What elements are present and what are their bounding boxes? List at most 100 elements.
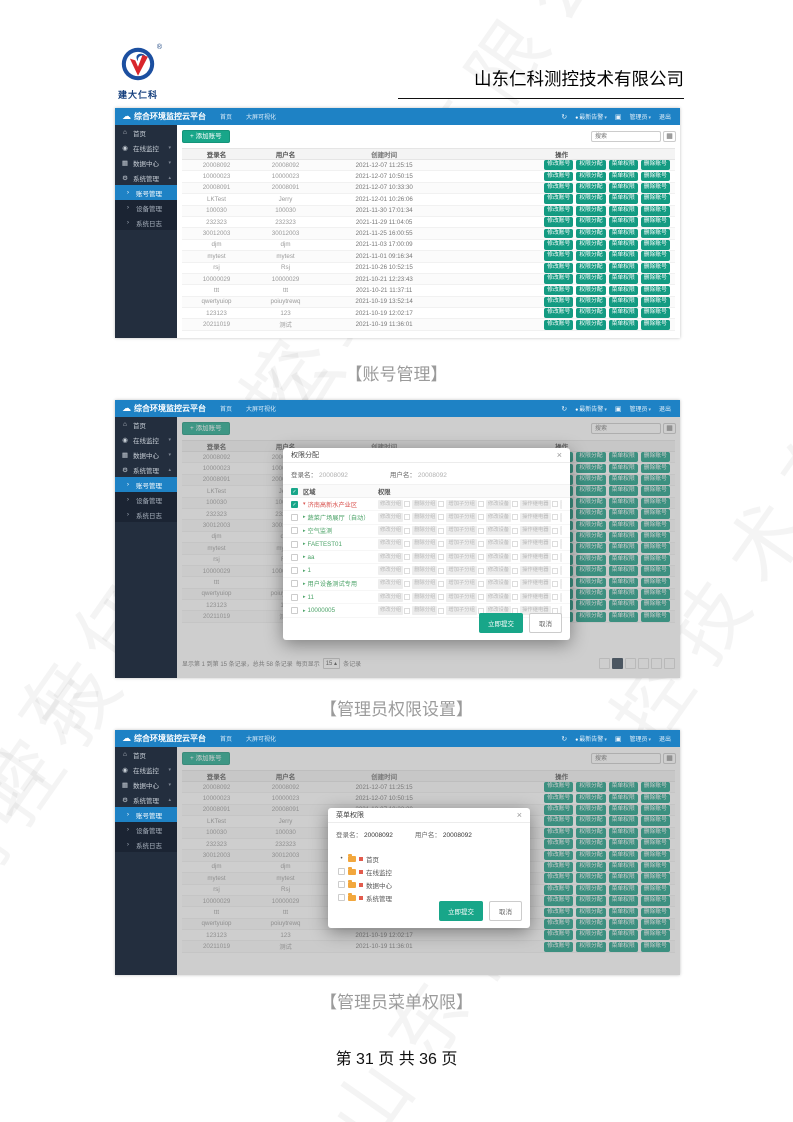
edit-account-button[interactable]: 修改账号 [544, 839, 574, 850]
delete-account-button[interactable]: 删除账号 [640, 588, 670, 599]
edit-account-button[interactable]: 修改账号 [544, 884, 574, 895]
assign-permission-button[interactable]: 权限分配 [576, 611, 606, 622]
perm-checkbox[interactable] [438, 527, 445, 534]
table-row[interactable]: 20211019 测试 2021-10-19 11:36:01 修改账号 权限分… [182, 319, 675, 331]
tree-expand-icon[interactable]: ▸ [303, 554, 306, 561]
menu-permission-button[interactable]: 菜单权限 [608, 509, 638, 520]
delete-account-button[interactable]: 删除账号 [640, 805, 670, 815]
menu-permission-button[interactable]: 菜单权限 [608, 228, 638, 239]
node-checkbox[interactable] [291, 527, 298, 535]
node-checkbox[interactable] [291, 567, 298, 575]
edit-account-button[interactable]: 修改账号 [544, 217, 574, 228]
menu-item-row[interactable]: 在线监控 [338, 865, 530, 878]
delete-account-button[interactable]: 删除账号 [640, 308, 670, 319]
delete-account-button[interactable]: 删除账号 [640, 228, 670, 239]
submit-button[interactable]: 立即提交 [439, 901, 483, 921]
menu-permission-button[interactable]: 菜单权限 [608, 296, 638, 307]
sidebar-item-home[interactable]: ⌂ 首页 [115, 747, 177, 762]
menu-checkbox[interactable] [338, 868, 345, 875]
perm-checkbox[interactable] [438, 594, 445, 601]
menu-permission-button[interactable]: 菜单权限 [608, 862, 638, 872]
perm-checkbox[interactable] [438, 541, 445, 548]
edit-account-button[interactable]: 修改账号 [544, 274, 574, 284]
table-row[interactable]: 10000023 10000023 2021-12-07 10:50:15 修改… [182, 171, 675, 183]
assign-permission-button[interactable]: 权限分配 [576, 930, 606, 941]
edit-account-button[interactable]: 修改账号 [544, 805, 574, 815]
perm-checkbox[interactable] [512, 527, 519, 534]
assign-permission-button[interactable]: 权限分配 [576, 907, 606, 918]
sidebar-item-monitor[interactable]: ◉ 在线监控 ▾ [122, 144, 171, 153]
perm-checkbox[interactable] [477, 580, 484, 587]
sidebar-item-device[interactable]: › 设备管理 [115, 822, 177, 837]
table-row[interactable]: mytest mytest 2021-11-01 09:16:34 修改账号 权… [182, 251, 675, 263]
edit-account-button[interactable]: 修改账号 [544, 782, 574, 793]
assign-permission-button[interactable]: 权限分配 [576, 205, 606, 216]
sidebar-item-logs[interactable]: › 系统日志 [115, 215, 177, 230]
delete-account-button[interactable]: 删除账号 [640, 839, 670, 850]
sidebar-item-logs[interactable]: › 系统日志 [115, 837, 177, 852]
perm-checkbox[interactable] [404, 580, 411, 587]
perm-checkbox[interactable] [404, 567, 411, 574]
menu-permission-button[interactable]: 菜单权限 [608, 850, 638, 861]
perm-checkbox[interactable] [551, 541, 558, 548]
delete-account-button[interactable]: 删除账号 [640, 873, 670, 884]
assign-permission-button[interactable]: 权限分配 [576, 183, 606, 193]
table-row[interactable]: 20211019 测试 2021-10-19 11:36:01 修改账号 权限分… [182, 941, 675, 953]
assign-permission-button[interactable]: 权限分配 [576, 171, 606, 182]
sidebar-item-account[interactable]: › 账号管理 [115, 477, 177, 492]
table-row[interactable]: 20008092 20008092 2021-12-07 11:25:15 修改… [182, 160, 675, 172]
page-button[interactable] [625, 658, 636, 669]
delete-account-button[interactable]: 删除账号 [640, 577, 670, 588]
delete-account-button[interactable]: 删除账号 [640, 497, 670, 508]
menu-permission-button[interactable]: 菜单权限 [608, 839, 638, 850]
nav-home-link[interactable]: 首页 [220, 407, 233, 413]
perm-checkbox[interactable] [404, 527, 411, 534]
admin-dropdown[interactable]: 管理员▾ [629, 115, 651, 121]
menu-permission-button[interactable]: 菜单权限 [608, 497, 638, 508]
sidebar-item-system[interactable]: ⚙ 系统管理 ▴ [122, 796, 171, 805]
perm-checkbox[interactable] [477, 594, 484, 601]
table-row[interactable]: ttt ttt 2021-10-21 11:37:11 修改账号 权限分配 菜单… [182, 285, 675, 297]
perm-checkbox[interactable] [404, 607, 411, 614]
edit-account-button[interactable]: 修改账号 [544, 262, 574, 273]
menu-permission-button[interactable]: 菜单权限 [608, 793, 638, 804]
menu-permission-button[interactable]: 菜单权限 [608, 930, 638, 941]
delete-account-button[interactable]: 删除账号 [640, 217, 670, 228]
sidebar-item-datacenter[interactable]: ▦ 数据中心 ▾ [121, 451, 171, 460]
assign-permission-button[interactable]: 权限分配 [576, 532, 606, 542]
assign-permission-button[interactable]: 权限分配 [576, 194, 606, 205]
edit-account-button[interactable]: 修改账号 [544, 194, 574, 205]
menu-permission-button[interactable]: 菜单权限 [608, 475, 638, 485]
page-button[interactable] [638, 658, 649, 669]
admin-dropdown[interactable]: 管理员▾ [629, 737, 651, 743]
menu-checkbox[interactable] [338, 881, 345, 888]
per-page-select[interactable]: 15 ▴ [322, 658, 341, 669]
delete-account-button[interactable]: 删除账号 [640, 475, 670, 485]
assign-permission-button[interactable]: 权限分配 [576, 873, 606, 884]
delete-account-button[interactable]: 删除账号 [640, 509, 670, 520]
perm-checkbox[interactable] [512, 501, 519, 508]
perm-checkbox[interactable] [512, 567, 519, 574]
table-row[interactable]: 20008091 20008091 2021-12-07 10:33:30 修改… [182, 182, 675, 195]
assign-permission-button[interactable]: 权限分配 [576, 509, 606, 520]
edit-account-button[interactable]: 修改账号 [544, 183, 574, 193]
table-row[interactable]: 123123 123 2021-10-19 12:02:17 修改账号 权限分配… [182, 308, 675, 320]
edit-account-button[interactable]: 修改账号 [544, 918, 574, 929]
search-input[interactable] [591, 753, 661, 764]
assign-permission-button[interactable]: 权限分配 [576, 486, 606, 497]
table-row[interactable]: 232323 232323 2021-11-29 11:04:05 修改账号 权… [182, 216, 675, 229]
theme-icon[interactable]: ▣ [614, 113, 622, 121]
assign-permission-button[interactable]: 权限分配 [576, 296, 606, 307]
cancel-button[interactable]: 取消 [489, 901, 522, 921]
menu-permission-button[interactable]: 菜单权限 [608, 308, 638, 319]
perm-checkbox[interactable] [477, 501, 484, 508]
assign-permission-button[interactable]: 权限分配 [576, 839, 606, 850]
perm-checkbox[interactable] [438, 607, 445, 614]
edit-account-button[interactable]: 修改账号 [544, 228, 574, 239]
refresh-icon[interactable]: ↻ [561, 113, 568, 121]
node-checkbox[interactable] [291, 593, 298, 601]
delete-account-button[interactable]: 删除账号 [640, 566, 670, 576]
delete-account-button[interactable]: 删除账号 [640, 463, 670, 474]
perm-checkbox[interactable] [438, 580, 445, 587]
perm-checkbox[interactable] [512, 514, 519, 521]
